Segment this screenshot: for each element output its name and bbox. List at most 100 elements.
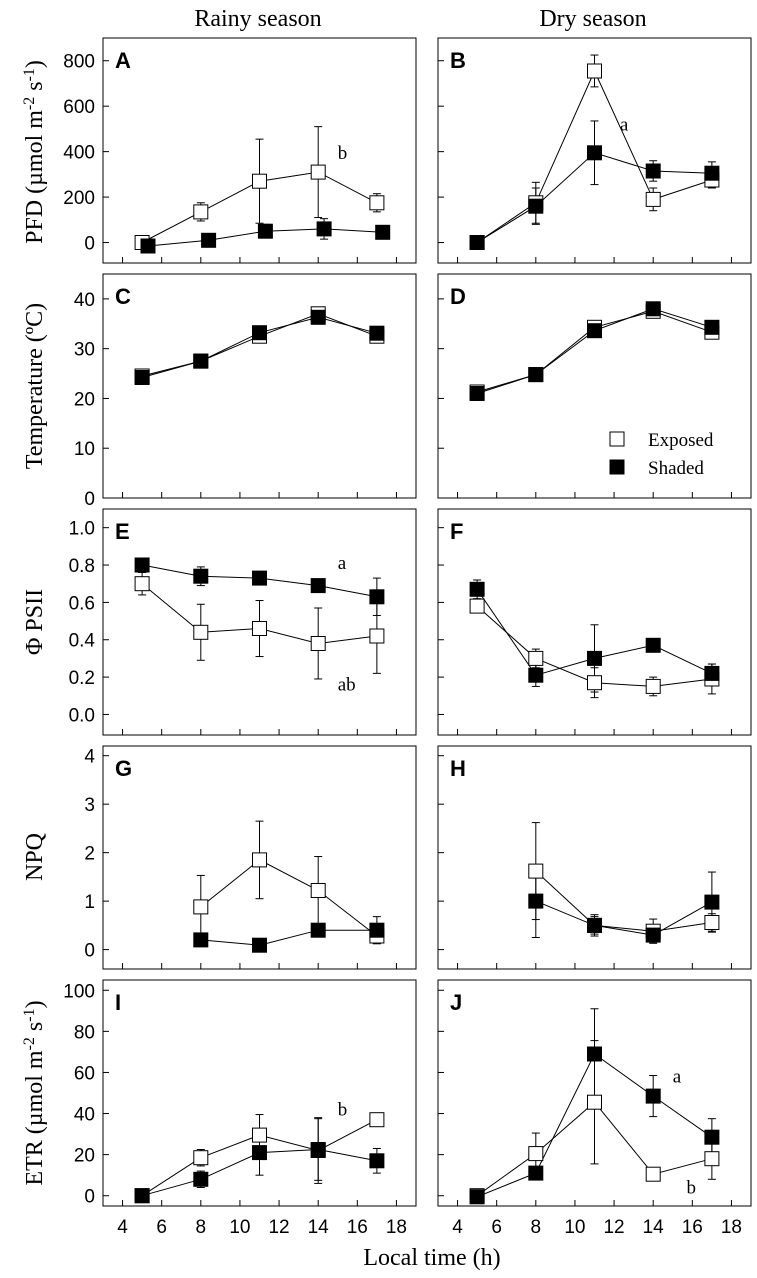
legend-marker-exposed xyxy=(609,431,625,447)
data-point-exposed xyxy=(310,636,326,651)
x-tick-label: 12 xyxy=(603,1217,624,1238)
panel-e: 0.0 0.2 0.4 0.6 0.8 1.0 E Φ PSII a ab xyxy=(22,508,417,736)
panel-letter: D xyxy=(450,284,466,309)
annotation-label: a xyxy=(673,1067,682,1088)
data-point-shaded xyxy=(704,165,720,181)
data-point-shaded xyxy=(134,370,150,385)
data-point-shaded xyxy=(469,1189,485,1205)
data-point-exposed xyxy=(252,852,267,868)
data-point-exposed xyxy=(528,863,544,879)
annotation-label: b xyxy=(686,1178,696,1199)
x-tick-label: 4 xyxy=(452,1217,463,1238)
annotation-label: a xyxy=(338,553,347,574)
data-point-shaded xyxy=(528,367,544,383)
data-point-shaded xyxy=(369,922,385,938)
panel-letter: I xyxy=(115,990,121,1015)
data-point-exposed xyxy=(252,1127,267,1143)
series-line-shaded xyxy=(200,929,377,946)
y-tick-label: 600 xyxy=(63,97,95,118)
data-point-shaded xyxy=(310,922,326,938)
y-axis-label: Φ PSII xyxy=(22,589,48,655)
plot-frame xyxy=(437,508,752,736)
plot-frame xyxy=(102,273,417,499)
x-tick-label: 6 xyxy=(491,1217,502,1238)
y-tick-label: 80 xyxy=(74,1022,95,1043)
y-tick-label: 40 xyxy=(74,290,95,311)
series-line-exposed xyxy=(200,859,378,937)
series-line-exposed xyxy=(141,313,378,377)
x-tick-label: 16 xyxy=(682,1217,703,1238)
y-tick-label: 0.6 xyxy=(69,593,95,614)
x-tick-label: 18 xyxy=(721,1217,742,1238)
x-tick-label: 6 xyxy=(156,1217,167,1238)
data-point-exposed xyxy=(310,164,326,180)
y-tick-label: 0.2 xyxy=(69,668,95,689)
data-point-exposed xyxy=(193,624,209,640)
data-point-shaded xyxy=(704,894,720,910)
data-point-exposed xyxy=(193,1150,209,1166)
panel-c: 0 10 20 30 40 C Temperature (ºC) xyxy=(22,273,417,510)
data-point-shaded xyxy=(193,353,209,369)
data-point-exposed xyxy=(369,195,385,211)
data-point-shaded xyxy=(310,578,326,594)
data-point-shaded xyxy=(134,557,150,573)
y-tick-label: 800 xyxy=(63,52,95,73)
data-point-exposed xyxy=(587,1094,602,1110)
panel-h: H xyxy=(437,745,752,970)
data-point-exposed xyxy=(645,191,661,207)
data-point-shaded xyxy=(193,568,209,584)
y-tick-label: 20 xyxy=(74,389,95,410)
y-tick-label: 3 xyxy=(84,795,95,816)
data-point-shaded xyxy=(252,937,267,953)
y-tick-label: 0.0 xyxy=(69,705,95,726)
data-point-shaded xyxy=(645,1088,661,1104)
data-point-shaded xyxy=(201,232,217,248)
y-axis-label: Temperature (ºC) xyxy=(22,303,48,469)
panel-letter: H xyxy=(450,756,466,781)
data-point-exposed xyxy=(587,675,602,691)
y-tick-label: 20 xyxy=(74,1146,95,1167)
data-point-shaded xyxy=(587,145,602,161)
data-point-shaded xyxy=(140,238,156,254)
data-point-exposed xyxy=(369,628,385,644)
x-tick-label: 14 xyxy=(643,1217,665,1238)
y-tick-label: 0 xyxy=(84,1187,95,1208)
data-point-shaded xyxy=(257,223,273,239)
data-point-shaded xyxy=(528,893,544,909)
x-tick-label: 4 xyxy=(117,1217,128,1238)
y-tick-label: 0 xyxy=(84,941,95,962)
x-tick-label: 18 xyxy=(386,1217,407,1238)
x-axis-label: Local time (h) xyxy=(363,1245,500,1271)
data-point-shaded xyxy=(134,1188,150,1204)
legend-label-exposed: Exposed xyxy=(648,430,714,451)
data-point-exposed xyxy=(193,899,209,915)
panel-b: Ba xyxy=(437,37,752,264)
data-point-shaded xyxy=(252,325,267,341)
y-tick-label: 2 xyxy=(84,844,95,865)
data-point-exposed xyxy=(369,1112,385,1128)
data-point-exposed xyxy=(645,1166,661,1182)
column-title-rainy: Rainy season xyxy=(194,6,321,32)
plot-frame xyxy=(102,979,417,1207)
panel-a: 0 200 400 600 800 A PFD (µmol m-2 s-1) b xyxy=(21,37,417,264)
data-point-shaded xyxy=(528,1165,544,1181)
y-tick-label: 400 xyxy=(63,143,95,164)
legend-label-shaded: Shaded xyxy=(648,458,704,479)
data-point-shaded xyxy=(469,386,485,401)
data-point-exposed xyxy=(704,1151,720,1167)
plot-frame xyxy=(437,273,752,499)
y-tick-label: 4 xyxy=(84,747,95,768)
legend: Exposed Shaded xyxy=(609,430,714,479)
y-tick-label: 0.4 xyxy=(69,631,96,652)
panel-i: 0 20 40 60 80 100 4 6 8 10 12 14 16 18 I ETR (µmol m-2 … xyxy=(21,979,417,1238)
data-point-shaded xyxy=(645,927,661,943)
data-point-exposed xyxy=(528,1146,544,1162)
data-point-shaded xyxy=(587,1046,602,1062)
column-title-dry: Dry season xyxy=(539,6,646,32)
plot-frame xyxy=(102,745,417,970)
data-point-shaded xyxy=(645,637,661,653)
y-tick-label: 0 xyxy=(84,234,95,255)
plot-frame xyxy=(102,508,417,736)
y-axis-label: PFD (µmol m-2 s-1) xyxy=(21,60,49,244)
